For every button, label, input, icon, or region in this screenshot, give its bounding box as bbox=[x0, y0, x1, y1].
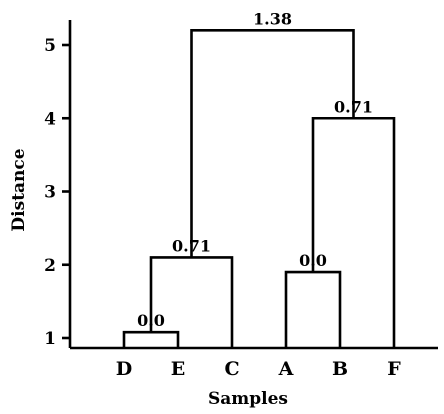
sample-label-D: D bbox=[116, 358, 132, 380]
labels-layer: D E C A B F 0.0 0.71 0.0 0.71 1.38 bbox=[116, 9, 401, 380]
sample-label-C: C bbox=[224, 358, 239, 380]
y-tick-label-1: 1 bbox=[44, 329, 56, 349]
sample-label-B: B bbox=[332, 358, 348, 380]
y-tick-label-3: 3 bbox=[44, 183, 56, 203]
merge-height-label-m_ABF: 0.71 bbox=[334, 97, 373, 116]
merge-link-m_DE bbox=[122, 330, 180, 348]
merge-link-m_AB bbox=[284, 270, 342, 348]
merge-link-m_ABF bbox=[311, 116, 396, 348]
merge-link-m_DEC bbox=[149, 256, 234, 348]
merge-height-label-m_root: 1.38 bbox=[253, 9, 292, 28]
y-tick-label-2: 2 bbox=[44, 256, 56, 276]
merge-height-label-m_AB: 0.0 bbox=[299, 251, 327, 270]
y-axis-title: Distance bbox=[9, 148, 29, 231]
y-tick-label-4: 4 bbox=[44, 109, 56, 129]
y-tick-label-5: 5 bbox=[44, 36, 56, 56]
axes: 1 2 3 4 5 bbox=[44, 20, 438, 350]
sample-label-A: A bbox=[278, 358, 294, 380]
merge-height-label-m_DE: 0.0 bbox=[137, 311, 165, 330]
sample-label-E: E bbox=[171, 358, 185, 380]
merge-height-label-m_DEC: 0.71 bbox=[172, 236, 211, 255]
x-axis-title: Samples bbox=[208, 389, 288, 409]
sample-label-F: F bbox=[387, 358, 401, 380]
dendrogram-tree bbox=[122, 29, 396, 348]
merge-link-m_root bbox=[190, 29, 355, 258]
